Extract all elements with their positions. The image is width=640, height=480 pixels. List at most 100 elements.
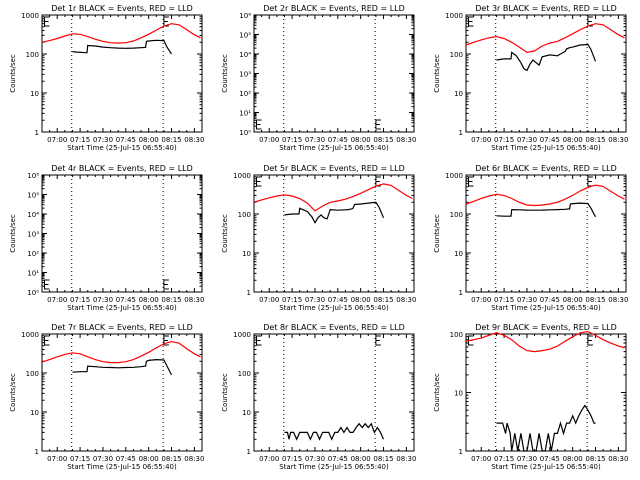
x-tick-label: 08:15 (585, 296, 605, 304)
y-tick-label: 1000 (445, 172, 463, 180)
y-tick-label: 10¹ (239, 110, 251, 118)
y-tick-label: 1000 (233, 172, 251, 180)
y-axis-label: Counts/sec (9, 373, 17, 412)
lld-rate-line (465, 184, 625, 207)
x-tick-label: 07:00 (471, 296, 491, 304)
x-tick-label: 07:15 (70, 455, 90, 463)
e-marker (375, 119, 381, 130)
lld-rate-line (465, 23, 625, 54)
events-rate-line (284, 422, 385, 441)
x-tick-label: 08:00 (139, 136, 159, 144)
x-tick-label: 08:15 (585, 136, 605, 144)
y-tick-label: 1 (459, 289, 463, 297)
y-tick-label: 100 (238, 211, 251, 219)
e-marker (587, 16, 593, 27)
y-axis-label: Counts/sec (9, 54, 17, 93)
chart-title: Det 9r BLACK = Events, RED = LLD (475, 323, 617, 332)
y-axis-label: Counts/sec (433, 54, 441, 93)
x-tick-label: 08:15 (373, 296, 393, 304)
x-tick-label: 08:30 (184, 136, 204, 144)
plot-frame (253, 333, 415, 452)
x-tick-label: 07:15 (282, 296, 302, 304)
plot-frame (465, 333, 627, 452)
x-tick-label: 07:15 (282, 136, 302, 144)
y-tick-label: 1 (247, 448, 251, 456)
e-marker (587, 335, 593, 346)
events-rate-line (284, 201, 385, 224)
y-tick-label: 100 (450, 211, 463, 219)
y-tick-label: 10 (242, 250, 251, 258)
chart-title: Det 4r BLACK = Events, RED = LLD (51, 164, 193, 173)
e-marker (163, 279, 169, 290)
x-tick-label: 07:30 (93, 296, 113, 304)
x-tick-label: 08:00 (351, 455, 371, 463)
events-rate-line (72, 39, 173, 55)
chart-title: Det 7r BLACK = Events, RED = LLD (51, 323, 193, 332)
x-tick-label: 07:15 (494, 136, 514, 144)
x-tick-label: 07:00 (259, 136, 279, 144)
x-tick-label: 07:45 (328, 455, 348, 463)
e-marker (468, 16, 474, 27)
x-axis-label: Start Time (25-Jul-15 06:55:40) (279, 144, 389, 152)
y-tick-label: 1000 (21, 12, 39, 20)
x-tick-label: 08:00 (351, 296, 371, 304)
x-axis-label: Start Time (25-Jul-15 06:55:40) (491, 304, 601, 312)
x-tick-label: 07:30 (517, 455, 537, 463)
x-tick-label: 07:00 (47, 455, 67, 463)
x-tick-label: 07:45 (540, 136, 560, 144)
y-tick-label: 10 (454, 390, 463, 398)
x-tick-label: 07:00 (259, 296, 279, 304)
x-tick-label: 08:30 (184, 296, 204, 304)
x-tick-label: 07:00 (259, 455, 279, 463)
chart-title: Det 2r BLACK = Events, RED = LLD (263, 4, 405, 13)
e-marker (468, 176, 474, 187)
y-tick-label: 10 (454, 250, 463, 258)
x-tick-label: 07:30 (517, 296, 537, 304)
y-tick-label: 10⁰ (239, 129, 251, 137)
y-tick-label: 1 (247, 289, 251, 297)
x-tick-label: 07:45 (540, 455, 560, 463)
y-tick-label: 100 (26, 51, 39, 59)
x-tick-label: 08:15 (373, 455, 393, 463)
x-tick-label: 08:00 (351, 136, 371, 144)
y-tick-label: 10⁴ (27, 211, 39, 219)
e-marker (163, 335, 169, 346)
e-marker (375, 335, 381, 346)
lld-rate-line (41, 340, 201, 364)
e-marker (163, 16, 169, 27)
chart-title: Det 3r BLACK = Events, RED = LLD (475, 4, 617, 13)
plot-frame (41, 174, 203, 293)
x-tick-label: 08:00 (563, 296, 583, 304)
x-tick-label: 08:15 (161, 136, 181, 144)
y-axis-label: Counts/sec (433, 373, 441, 412)
e-marker (375, 176, 381, 187)
chart-title: Det 5r BLACK = Events, RED = LLD (263, 164, 405, 173)
x-tick-label: 07:45 (328, 296, 348, 304)
y-tick-label: 1000 (233, 331, 251, 339)
y-tick-label: 1 (35, 448, 39, 456)
y-tick-label: 1 (459, 448, 463, 456)
chart-title: Det 1r BLACK = Events, RED = LLD (51, 4, 193, 13)
x-tick-label: 07:45 (540, 296, 560, 304)
y-tick-label: 10² (239, 90, 251, 98)
y-axis-label: Counts/sec (221, 373, 229, 412)
x-tick-label: 07:15 (70, 136, 90, 144)
y-tick-label: 100 (450, 331, 463, 339)
x-tick-label: 07:45 (328, 136, 348, 144)
y-tick-label: 10⁰ (27, 289, 39, 297)
x-tick-label: 07:30 (93, 455, 113, 463)
x-tick-label: 07:30 (305, 136, 325, 144)
y-tick-label: 10⁶ (27, 172, 39, 180)
lld-rate-line (41, 23, 201, 44)
plot-frame (253, 174, 415, 293)
y-tick-label: 10 (30, 90, 39, 98)
y-tick-label: 100 (26, 370, 39, 378)
x-tick-label: 08:30 (608, 136, 628, 144)
